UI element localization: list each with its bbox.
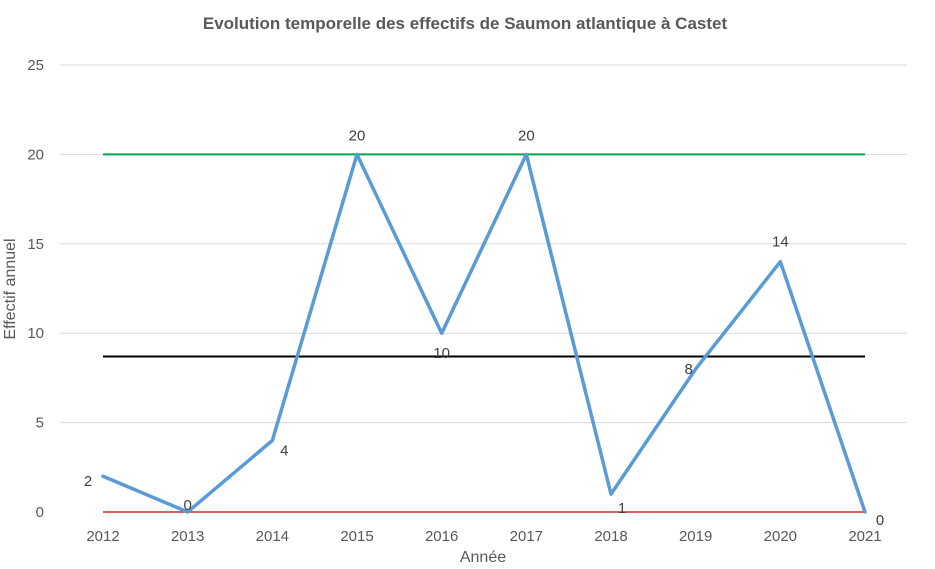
x-tick-label: 2020 [764,528,797,545]
data-point [270,438,274,442]
series-line [101,152,867,514]
x-tick-label: 2021 [848,528,881,545]
data-point [694,367,698,371]
data-point [355,152,359,156]
x-tick-label: 2015 [340,528,373,545]
data-point [186,510,190,514]
data-label: 4 [280,442,288,459]
y-tick-label: 0 [36,504,44,521]
x-axis-ticks: 2012 2013 2014 2015 2016 2017 2018 2019 2020 2021 [86,528,881,545]
data-label: 2 [84,473,92,490]
x-tick-label: 2014 [256,528,289,545]
x-tick-label: 2018 [594,528,627,545]
data-point [778,260,782,264]
x-tick-label: 2019 [679,528,712,545]
chart-title: Evolution temporelle des effectifs de Sa… [203,14,728,33]
series-group [101,152,867,514]
y-tick-label: 20 [27,146,44,163]
data-label: 0 [183,497,191,514]
x-tick-label: 2013 [171,528,204,545]
data-label: 20 [518,127,535,144]
y-tick-label: 25 [27,57,44,74]
data-point [524,152,528,156]
data-label: 20 [349,127,366,144]
reference-lines [103,153,865,513]
y-axis-label: Effectif annuel [2,238,19,339]
data-label: 14 [772,234,789,251]
y-tick-label: 10 [27,325,44,342]
data-point [440,331,444,335]
x-axis-label: Année [460,549,506,566]
data-label: 10 [433,345,450,362]
data-label: 8 [684,361,692,378]
x-tick-label: 2017 [510,528,543,545]
data-point [863,510,867,514]
x-tick-label: 2016 [425,528,458,545]
x-tick-label: 2012 [86,528,119,545]
y-tick-label: 15 [27,236,44,253]
data-point [609,492,613,496]
data-label: 1 [618,500,626,517]
data-label: 0 [876,512,884,529]
y-axis-ticks: 0 5 10 15 20 25 [27,57,44,521]
data-point [101,474,105,478]
y-tick-label: 5 [36,415,44,432]
